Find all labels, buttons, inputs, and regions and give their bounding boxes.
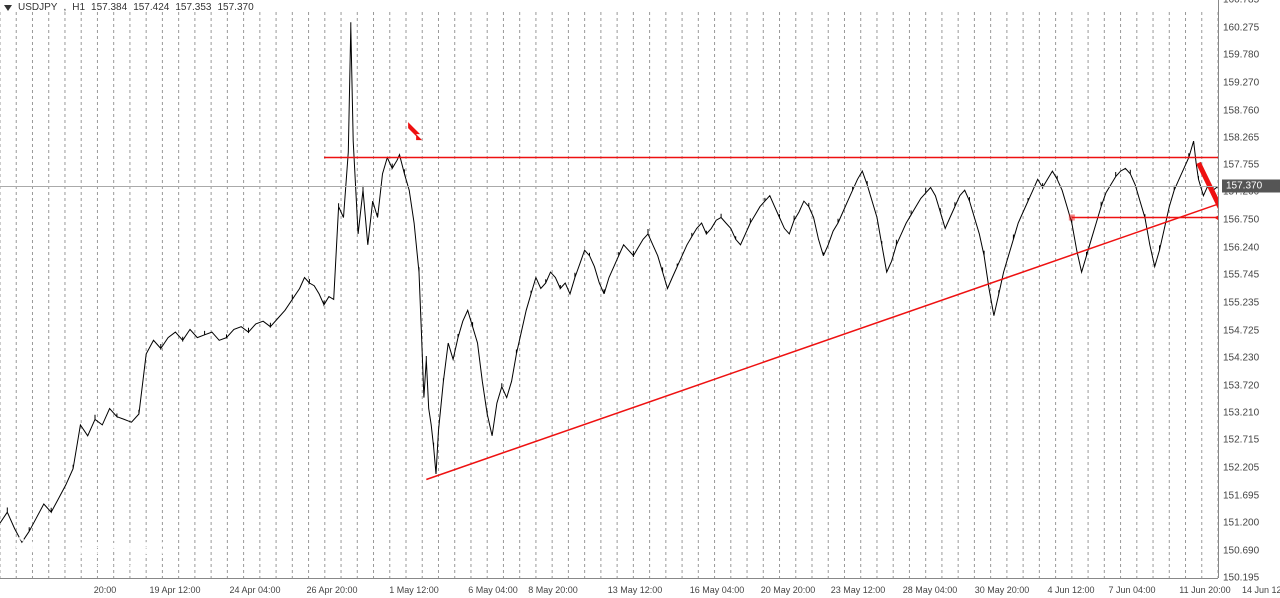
symbol-label: USDJPY bbox=[18, 2, 57, 13]
chart-root: USDJPY , H1 157.384 157.424 157.353 157.… bbox=[0, 0, 1280, 598]
x-tick: 20:00 bbox=[94, 585, 117, 595]
x-tick: 14 Jun 12:00 bbox=[1242, 585, 1280, 595]
ohlc-o: 157.384 bbox=[91, 2, 127, 13]
y-tick: 150.195 bbox=[1223, 573, 1259, 584]
y-tick: 150.690 bbox=[1223, 545, 1259, 556]
y-tick: 160.785 bbox=[1223, 0, 1259, 6]
x-tick: 11 Jun 20:00 bbox=[1179, 585, 1230, 595]
dropdown-icon[interactable] bbox=[4, 5, 12, 11]
symbol-header: USDJPY , H1 157.384 157.424 157.353 157.… bbox=[4, 2, 254, 13]
x-axis: 20:00 19 Apr 12:00 24 Apr 04:00 26 Apr 20:0… bbox=[0, 578, 1218, 598]
gear-icon bbox=[14, 530, 48, 564]
y-tick: 154.725 bbox=[1223, 325, 1259, 336]
brand-light: Insta bbox=[54, 534, 104, 559]
brand-tagline: Instant Forex Trading bbox=[54, 562, 167, 572]
watermark-logo: InstaForex Instant Forex Trading bbox=[14, 530, 167, 572]
y-tick: 151.695 bbox=[1223, 491, 1259, 502]
x-tick: 1 May 12:00 bbox=[389, 585, 439, 595]
current-price-value: 157.370 bbox=[1226, 181, 1262, 192]
y-tick: 159.270 bbox=[1223, 77, 1259, 88]
x-tick: 30 May 20:00 bbox=[975, 585, 1030, 595]
y-tick: 152.715 bbox=[1223, 435, 1259, 446]
ohlc-c: 157.370 bbox=[218, 2, 254, 13]
x-tick: 13 May 12:00 bbox=[608, 585, 663, 595]
y-tick: 155.745 bbox=[1223, 270, 1259, 281]
ohlc-l: 157.353 bbox=[175, 2, 211, 13]
x-tick: 16 May 04:00 bbox=[690, 585, 745, 595]
y-axis: 160.785 160.275 159.780 159.270 158.760 158.2… bbox=[1218, 0, 1280, 578]
y-tick: 158.760 bbox=[1223, 105, 1259, 116]
y-tick: 154.230 bbox=[1223, 352, 1259, 363]
y-tick: 153.720 bbox=[1223, 380, 1259, 391]
y-tick: 152.205 bbox=[1223, 463, 1259, 474]
current-price-line bbox=[0, 186, 1218, 187]
chart-canvas[interactable] bbox=[0, 0, 1218, 578]
x-tick: 8 May 20:00 bbox=[528, 585, 578, 595]
x-tick: 24 Apr 04:00 bbox=[229, 585, 280, 595]
y-tick: 156.240 bbox=[1223, 243, 1259, 254]
y-tick: 151.200 bbox=[1223, 518, 1259, 529]
current-price-tag: 157.370 bbox=[1222, 180, 1280, 193]
x-tick: 19 Apr 12:00 bbox=[149, 585, 200, 595]
y-tick: 153.210 bbox=[1223, 408, 1259, 419]
y-tick: 160.275 bbox=[1223, 22, 1259, 33]
x-tick: 20 May 20:00 bbox=[761, 585, 816, 595]
x-tick: 4 Jun 12:00 bbox=[1047, 585, 1094, 595]
x-tick: 6 May 04:00 bbox=[468, 585, 518, 595]
ohlc-h: 157.424 bbox=[133, 2, 169, 13]
y-tick: 158.265 bbox=[1223, 132, 1259, 143]
y-tick: 157.755 bbox=[1223, 160, 1259, 171]
x-tick: 28 May 04:00 bbox=[903, 585, 958, 595]
x-tick: 23 May 12:00 bbox=[831, 585, 886, 595]
y-tick: 155.235 bbox=[1223, 297, 1259, 308]
brand-bold: Forex bbox=[104, 534, 166, 559]
x-tick: 7 Jun 04:00 bbox=[1108, 585, 1155, 595]
chart-plot-area[interactable] bbox=[0, 0, 1218, 578]
x-tick: 26 Apr 20:00 bbox=[306, 585, 357, 595]
timeframe-label: H1 bbox=[72, 2, 85, 13]
y-tick: 156.750 bbox=[1223, 215, 1259, 226]
y-tick: 159.780 bbox=[1223, 49, 1259, 60]
